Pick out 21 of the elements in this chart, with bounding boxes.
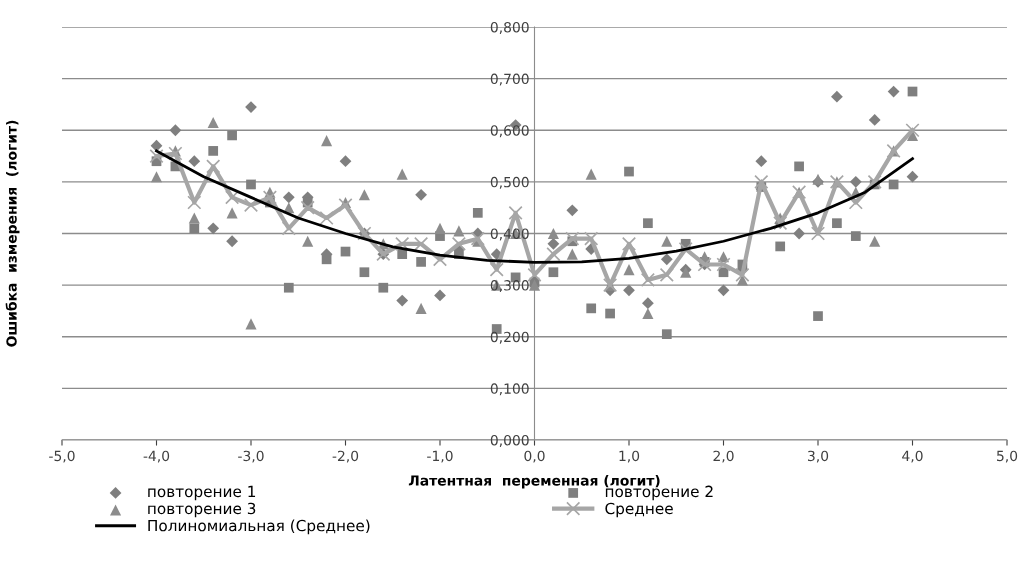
y-tick-label: 0,800 xyxy=(490,21,529,34)
legend-label: повторение 1 xyxy=(148,485,256,501)
x-tick-label: 1,0 xyxy=(619,450,640,463)
x-tick-label: -3,0 xyxy=(238,450,264,463)
x-tick-label: 2,0 xyxy=(713,450,734,463)
legend-label: Среднее xyxy=(605,502,673,518)
y-axis-title: Ошибка измерения (логит) xyxy=(5,120,20,347)
y-tick-label: 0,000 xyxy=(490,434,529,447)
x-tick-label: 5,0 xyxy=(997,450,1018,463)
x-tick-label: -2,0 xyxy=(332,450,359,463)
y-tick-label: 0,500 xyxy=(490,176,529,189)
legend-label: Полиномиальная (Среднее) xyxy=(148,519,370,535)
x-tick-label: 3,0 xyxy=(808,450,829,463)
x-axis-title: Латентная переменная (логит) xyxy=(408,474,660,489)
x-tick-label: -5,0 xyxy=(49,450,75,463)
legend-label: повторение 3 xyxy=(148,502,256,518)
x-tick-label: -1,0 xyxy=(427,450,453,463)
x-tick-label: 4,0 xyxy=(902,450,923,463)
x-tick-label: 0,0 xyxy=(524,450,545,463)
y-tick-label: 0,400 xyxy=(490,228,529,241)
x-tick-label: -4,0 xyxy=(143,450,170,463)
